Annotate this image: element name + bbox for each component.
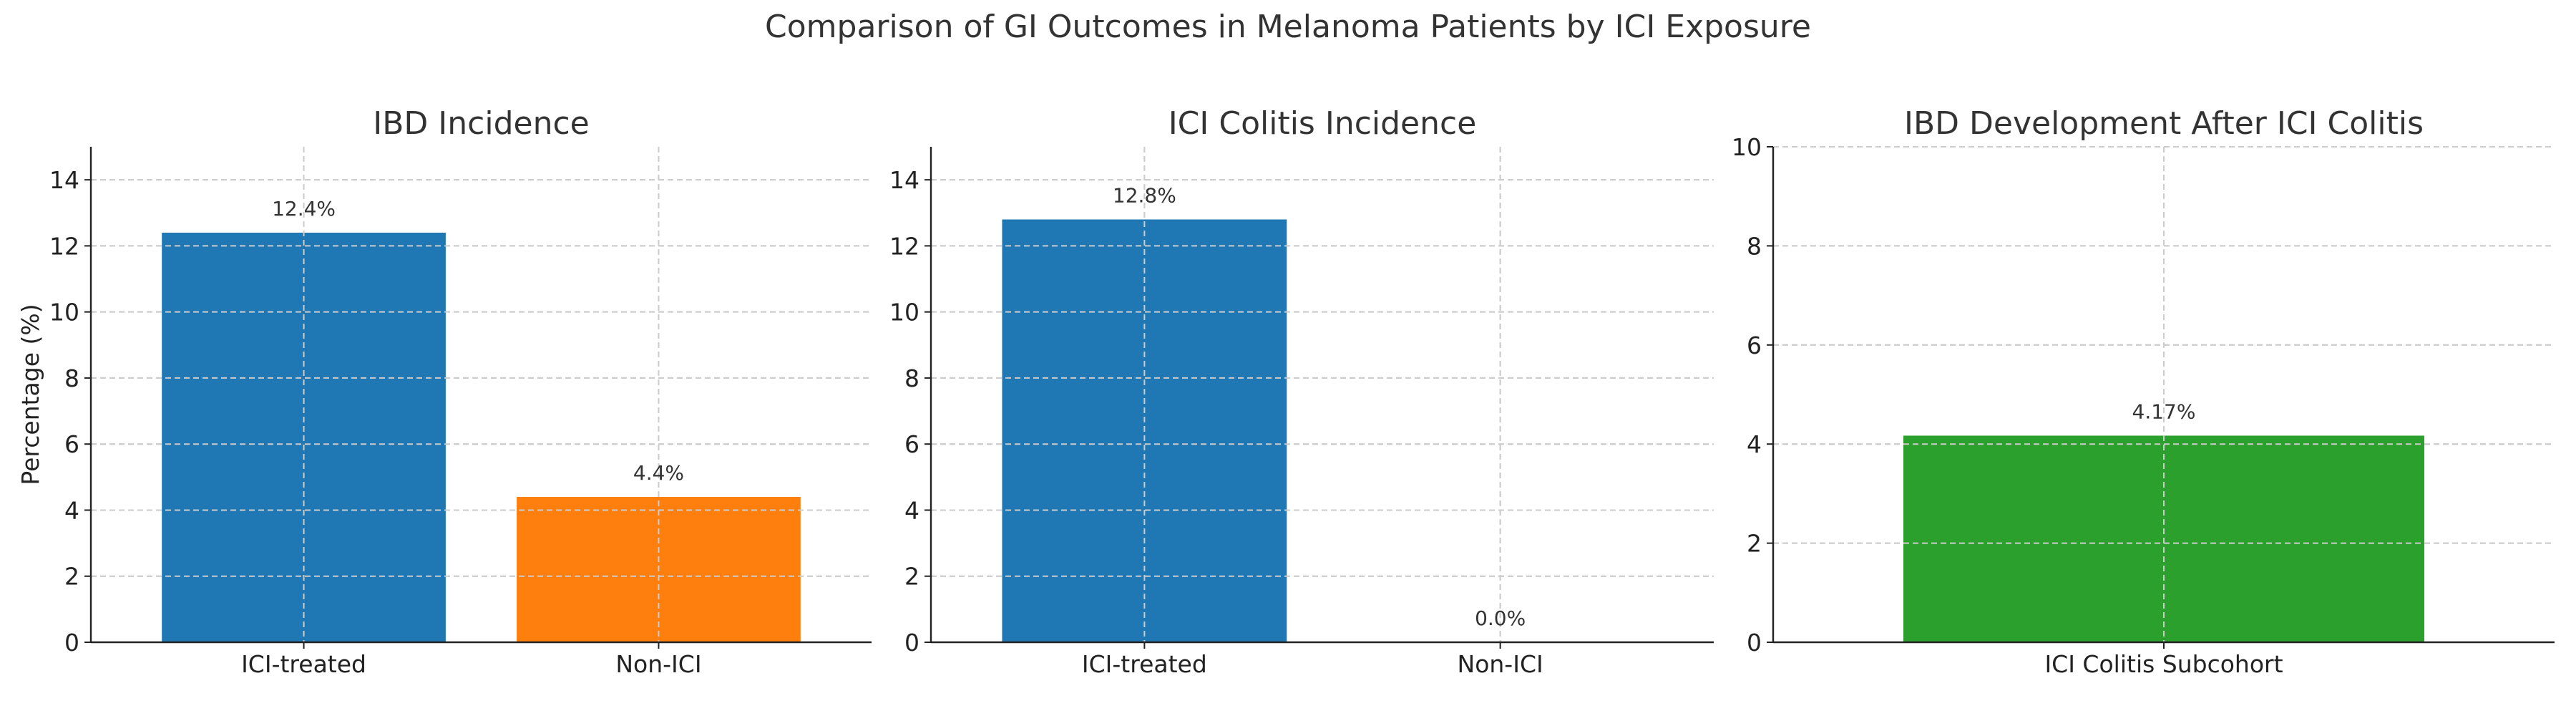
panel-title: IBD Incidence <box>373 105 589 142</box>
y-tick-label: 8 <box>64 364 79 392</box>
y-tick-label: 4 <box>64 496 79 524</box>
bar-value-label: 0.0% <box>1475 606 1526 630</box>
figure-title: Comparison of GI Outcomes in Melanoma Pa… <box>765 9 1811 45</box>
y-tick-label: 8 <box>904 364 919 392</box>
y-tick-label: 0 <box>904 629 919 657</box>
y-tick-label: 14 <box>49 166 79 194</box>
bar-value-label: 12.8% <box>1113 183 1176 207</box>
y-tick-label: 12 <box>889 232 919 260</box>
y-tick-label: 10 <box>889 299 919 326</box>
y-tick-label: 14 <box>889 166 919 194</box>
x-tick-label: Non-ICI <box>615 650 701 678</box>
y-tick-label: 2 <box>904 563 919 591</box>
x-tick-label: ICI-treated <box>241 650 366 678</box>
chart-panel-2: ICI Colitis Incidence 0 2 4 6 8 10 12 14 12.8% 0.0… <box>889 105 1714 678</box>
bar-value-label: 4.17% <box>2132 400 2196 423</box>
y-tick-label: 10 <box>49 299 79 326</box>
x-tick-label: ICI-treated <box>1082 650 1207 678</box>
y-tick-label: 12 <box>49 232 79 260</box>
bar-value-label: 4.4% <box>633 461 684 485</box>
y-tick-label: 2 <box>1747 530 1762 558</box>
y-axis-label: Percentage (%) <box>16 304 44 485</box>
bar-value-label: 12.4% <box>272 197 336 221</box>
y-tick-label: 6 <box>904 430 919 458</box>
panel-title: IBD Development After ICI Colitis <box>1904 105 2424 142</box>
y-tick-label: 6 <box>1747 332 1762 359</box>
x-tick-label: Non-ICI <box>1458 650 1543 678</box>
y-tick-label: 4 <box>904 496 919 524</box>
y-tick-label: 10 <box>1732 133 1762 161</box>
y-tick-label: 0 <box>1747 629 1762 657</box>
y-tick-label: 0 <box>64 629 79 657</box>
y-tick-label: 2 <box>64 563 79 591</box>
y-tick-label: 4 <box>1747 430 1762 458</box>
chart-panel-3: IBD Development After ICI Colitis 0 2 4 6 8 10… <box>1732 105 2555 678</box>
chart-panels: IBD Incidence 0 2 4 6 8 10 12 14 12.4% 4.4% ICI-tre… <box>16 105 2555 678</box>
y-tick-label: 8 <box>1747 232 1762 260</box>
x-tick-label: ICI Colitis Subcohort <box>2044 650 2283 678</box>
panel-title: ICI Colitis Incidence <box>1169 105 1477 142</box>
chart-panel-1: IBD Incidence 0 2 4 6 8 10 12 14 12.4% 4.4% ICI-tre… <box>16 105 872 678</box>
y-tick-label: 6 <box>64 430 79 458</box>
